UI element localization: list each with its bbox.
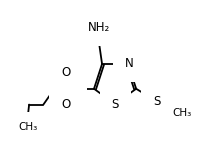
Text: O: O [61, 66, 70, 79]
Text: O: O [61, 98, 70, 111]
Text: S: S [111, 98, 119, 111]
Text: CH₃: CH₃ [18, 122, 37, 132]
Text: N: N [125, 57, 133, 70]
Text: CH₃: CH₃ [173, 107, 192, 118]
Text: S: S [68, 82, 76, 95]
Text: NH₂: NH₂ [88, 21, 110, 34]
Text: S: S [153, 95, 160, 108]
